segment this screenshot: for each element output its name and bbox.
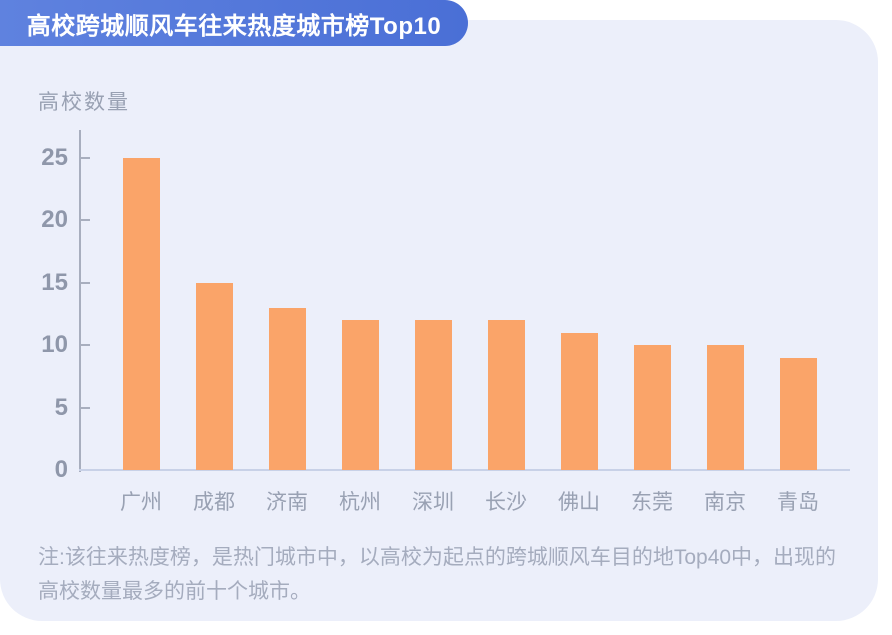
x-axis-line	[79, 469, 850, 471]
chart-bar	[779, 357, 817, 470]
x-axis-label: 南京	[704, 491, 746, 514]
title-banner: 高校跨城顺风车往来热度城市榜Top10	[0, 0, 468, 46]
y-tick-mark	[81, 281, 90, 284]
chart-bar	[122, 158, 160, 470]
x-axis-label: 青岛	[777, 491, 819, 514]
y-tick-mark	[81, 344, 90, 347]
chart-bar	[414, 320, 452, 470]
y-tick-mark	[81, 219, 90, 222]
x-axis-label: 佛山	[558, 491, 600, 514]
y-tick-label: 5	[54, 393, 68, 421]
chart-bar	[268, 307, 306, 470]
x-axis-label: 济南	[266, 491, 308, 514]
footnote: 注:该往来热度榜，是热门城市中，以高校为起点的跨城顺风车目的地Top40中，出现…	[38, 546, 837, 603]
chart-bar	[487, 320, 525, 470]
y-tick-mark	[81, 406, 90, 409]
y-tick-mark	[81, 157, 90, 159]
chart-bar	[706, 345, 744, 470]
chart-bar	[341, 320, 379, 470]
y-tick-label: 15	[41, 268, 68, 296]
y-axis-line	[79, 130, 81, 472]
chart-bar	[633, 345, 671, 470]
y-tick-label: 25	[41, 144, 68, 171]
page-title: 高校跨城顺风车往来热度城市榜Top10	[26, 12, 442, 40]
y-axis-title: 高校数量	[38, 91, 130, 114]
x-axis-label: 东莞	[631, 491, 673, 514]
y-tick-label: 0	[54, 456, 68, 483]
x-axis-label: 广州	[120, 491, 162, 514]
y-tick-label: 20	[41, 206, 68, 234]
x-axis-label: 杭州	[339, 491, 381, 514]
x-axis-label: 深圳	[412, 491, 454, 514]
x-axis-label: 成都	[193, 491, 235, 514]
y-tick-label: 10	[41, 331, 68, 359]
chart-bar	[195, 282, 233, 470]
chart-bar	[560, 332, 598, 470]
x-axis-label: 长沙	[485, 491, 527, 514]
